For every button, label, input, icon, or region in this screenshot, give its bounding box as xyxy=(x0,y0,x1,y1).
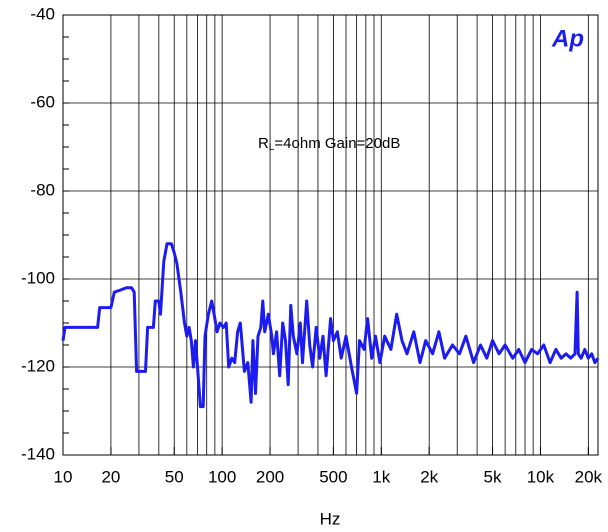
annotation-main: R xyxy=(258,135,269,152)
x-tick-label: 500 xyxy=(319,467,347,486)
y-tick-label: -60 xyxy=(30,92,55,111)
x-tick-label: 5k xyxy=(484,467,502,486)
x-tick-label: 20 xyxy=(101,467,120,486)
annotation-rest: =4ohm Gain=20dB xyxy=(274,135,400,152)
x-axis-label: Hz xyxy=(320,509,341,528)
x-tick-label: 50 xyxy=(165,467,184,486)
annotation-subscript: L xyxy=(269,142,275,153)
series-line xyxy=(61,242,600,409)
annotation: RL=4ohm Gain=20dB xyxy=(258,135,400,153)
y-tick-label: -80 xyxy=(30,180,55,199)
y-tick-label: -120 xyxy=(21,356,55,375)
x-tick-label: 200 xyxy=(256,467,284,486)
logo: Ap xyxy=(551,25,584,52)
x-tick-label: 100 xyxy=(208,467,236,486)
x-tick-label: 10k xyxy=(527,467,555,486)
x-tick-label: 1k xyxy=(372,467,390,486)
x-tick-label: 20k xyxy=(575,467,603,486)
x-tick-label: 10 xyxy=(54,467,73,486)
plot-frame xyxy=(62,14,599,456)
x-tick-label: 2k xyxy=(420,467,438,486)
y-tick-label: -40 xyxy=(30,4,55,23)
y-tick-label: -140 xyxy=(21,444,55,463)
y-tick-label: -100 xyxy=(21,268,55,287)
